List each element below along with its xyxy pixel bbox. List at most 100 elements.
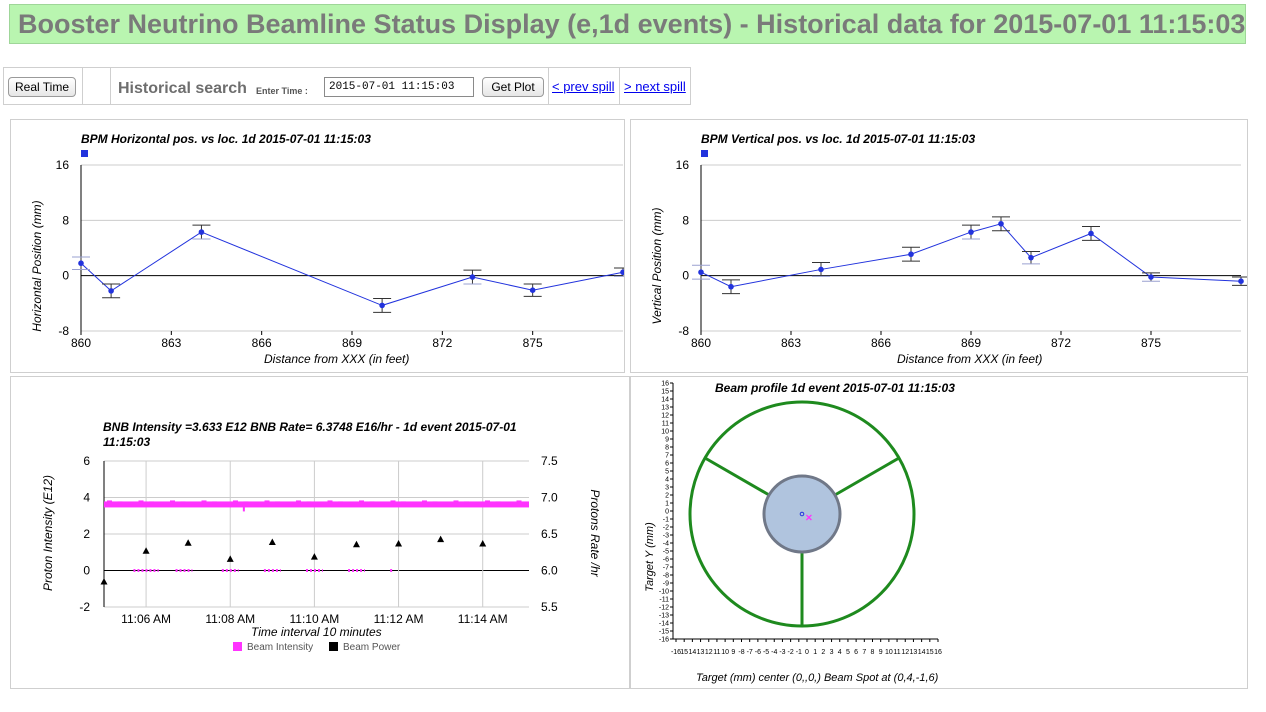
x-tick-label: 8 xyxy=(871,649,875,656)
y-tick-label: -13 xyxy=(659,613,669,620)
x-tick-label: 13 xyxy=(910,649,918,656)
x-tick-label: 875 xyxy=(1141,336,1161,350)
intensity-jitter xyxy=(254,502,259,505)
x-tick-label: 4 xyxy=(838,649,842,656)
x-axis-label: Target (mm) center (0,,0,) Beam Spot at … xyxy=(696,672,939,684)
x-tick-label: 869 xyxy=(961,336,981,350)
y-tick-label: 13 xyxy=(661,405,669,412)
data-point xyxy=(78,260,84,267)
intensity-jitter xyxy=(117,501,123,504)
target-center-marker xyxy=(799,511,805,517)
y-tick-label: 4 xyxy=(83,491,90,505)
y-tick-label: 8 xyxy=(62,213,69,227)
intensity-panel: BNB Intensity =3.633 E12 BNB Rate= 6.374… xyxy=(10,376,630,689)
x-tick-label: 3 xyxy=(830,649,834,656)
x-tick-label: -3 xyxy=(779,649,785,656)
bpm-horizontal-panel: BPM Horizontal pos. vs loc. 1d 2015-07-0… xyxy=(10,119,632,373)
y-tick-label: 0 xyxy=(83,564,90,578)
intensity-jitter xyxy=(369,501,375,504)
x-tick-label: 11:06 AM xyxy=(121,612,171,626)
data-point xyxy=(1238,278,1244,284)
intensity-jitter xyxy=(506,502,511,505)
intensity-jitter xyxy=(464,501,469,504)
intensity-jitter xyxy=(264,500,270,503)
y-tick-label: 0 xyxy=(62,269,69,283)
intensity-jitter xyxy=(390,500,396,503)
intensity-jitter xyxy=(338,501,343,504)
data-point xyxy=(908,251,914,258)
x-tick-label: -6 xyxy=(755,649,761,656)
x-tick-label: 1 xyxy=(813,649,817,656)
beam-spot-marker: × xyxy=(805,511,812,525)
time-input[interactable] xyxy=(324,77,474,97)
y-tick-label: 2 xyxy=(83,527,90,541)
intensity-jitter xyxy=(495,501,501,504)
y-right-tick-label: 6.0 xyxy=(541,564,558,578)
intensity-jitter xyxy=(128,502,133,505)
data-point xyxy=(728,283,734,290)
data-point xyxy=(1028,254,1034,261)
y-tick-label: -8 xyxy=(58,324,69,338)
y-tick-label: -6 xyxy=(663,557,669,564)
y-tick-label: -2 xyxy=(663,525,669,532)
intensity-jitter xyxy=(401,501,406,504)
historical-search-label: Historical search xyxy=(118,80,247,97)
power-point xyxy=(142,547,150,554)
x-tick-label: 872 xyxy=(1051,336,1071,350)
x-tick-label: -2 xyxy=(788,649,794,656)
get-plot-button[interactable]: Get Plot xyxy=(482,77,544,97)
power-point xyxy=(395,539,403,547)
data-point xyxy=(1148,274,1154,280)
data-point xyxy=(469,274,476,280)
prev-spill-link[interactable]: < prev spill xyxy=(552,79,615,94)
intensity-jitter xyxy=(453,500,459,503)
realtime-cell: Real Time xyxy=(4,68,83,104)
x-tick-label: 11:10 AM xyxy=(289,612,339,626)
intensity-jitter xyxy=(180,501,186,504)
beam-profile-chart: Beam profile 1d event 2015-07-01 11:15:0… xyxy=(644,381,955,685)
intensity-jitter xyxy=(201,500,207,503)
chart-title: BPM Horizontal pos. vs loc. 1d 2015-07-0… xyxy=(81,132,371,146)
spacer-cell xyxy=(83,68,111,104)
x-axis-label: Distance from XXX (in feet) xyxy=(264,352,409,366)
y-tick-label: 5 xyxy=(665,469,669,476)
legend-intensity-label: Beam Intensity xyxy=(247,642,313,653)
y-tick-label: 14 xyxy=(661,397,669,404)
data-point xyxy=(698,269,704,276)
y-right-axis-label: Protons Rate /hr xyxy=(588,489,602,577)
page-title: Booster Neutrino Beamline Status Display… xyxy=(18,9,1246,39)
data-point xyxy=(529,287,536,293)
intensity-jitter xyxy=(149,501,154,504)
realtime-button[interactable]: Real Time xyxy=(8,77,76,97)
y-tick-label: 0 xyxy=(665,509,669,516)
x-tick-label: 6 xyxy=(854,649,858,656)
intensity-jitter xyxy=(411,502,417,505)
next-spill-link[interactable]: > next spill xyxy=(624,79,686,94)
y-tick-label: 1 xyxy=(665,501,669,508)
x-tick-label: 9 xyxy=(879,649,883,656)
x-tick-label: 15 xyxy=(680,649,688,656)
data-point xyxy=(108,288,114,294)
y-tick-label: 16 xyxy=(661,381,669,388)
x-tick-label: -8 xyxy=(738,649,744,656)
x-tick-label: 860 xyxy=(71,336,91,350)
intensity-jitter xyxy=(233,500,238,503)
power-point xyxy=(100,577,108,585)
y-axis-label: Vertical Position (mm) xyxy=(650,208,664,325)
x-tick-label: 10 xyxy=(885,649,893,656)
spoke xyxy=(704,456,770,497)
data-point xyxy=(818,266,824,273)
power-point xyxy=(310,553,318,560)
chart-title: BPM Vertical pos. vs loc. 1d 2015-07-01 … xyxy=(701,132,975,146)
y-tick-label: 6 xyxy=(665,461,669,468)
chart-title: BNB Intensity =3.633 E12 BNB Rate= 6.374… xyxy=(103,420,517,449)
intensity-jitter xyxy=(243,501,249,504)
legend-marker xyxy=(81,150,88,157)
y-tick-label: 0 xyxy=(682,269,689,283)
x-tick-label: -5 xyxy=(763,649,769,656)
divider xyxy=(548,68,549,104)
x-tick-label: -1 xyxy=(796,649,802,656)
legend-intensity-marker xyxy=(233,642,242,651)
data-point xyxy=(198,229,205,235)
legend-marker xyxy=(701,150,708,157)
